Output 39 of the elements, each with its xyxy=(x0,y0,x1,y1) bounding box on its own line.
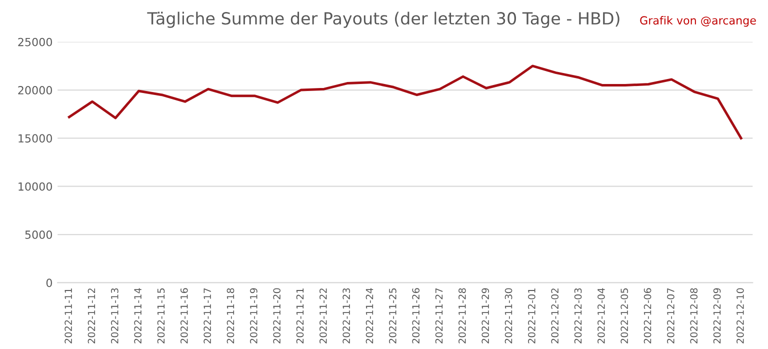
line-series xyxy=(68,64,742,140)
x-tick-label: 2022-12-01 xyxy=(528,288,536,344)
x-tick-label: 2022-11-11 xyxy=(64,288,72,344)
x-tick-label: 2022-11-14 xyxy=(134,288,142,344)
x-tick-label: 2022-11-27 xyxy=(435,288,443,344)
x-tick-label: 2022-11-29 xyxy=(482,288,490,344)
x-tick-label: 2022-11-13 xyxy=(110,288,118,344)
x-tick-label: 2022-12-05 xyxy=(620,288,628,344)
x-tick-label: 2022-12-03 xyxy=(574,288,582,344)
x-tick-label: 2022-12-07 xyxy=(667,288,674,344)
x-tick-label: 2022-11-24 xyxy=(366,288,374,344)
x-tick-label: 2022-11-12 xyxy=(88,288,96,344)
x-tick-label: 2022-12-02 xyxy=(551,288,559,344)
x-tick-label: 2022-11-17 xyxy=(204,288,212,344)
y-tick-label: 15000 xyxy=(18,134,52,143)
x-tick-label: 2022-11-23 xyxy=(342,288,350,344)
y-tick-label: 20000 xyxy=(18,86,52,94)
x-tick-label: 2022-12-10 xyxy=(736,288,744,344)
x-tick-label: 2022-11-18 xyxy=(226,288,234,344)
y-tick-label: 25000 xyxy=(18,38,52,46)
y-tick-label: 0 xyxy=(46,278,52,288)
x-tick-label: 2022-11-25 xyxy=(389,288,396,344)
x-tick-label: 2022-11-26 xyxy=(412,288,420,344)
y-tick-label: 5000 xyxy=(25,230,52,239)
x-tick-label: 2022-12-09 xyxy=(713,288,721,344)
chart-title: Tägliche Summe der Payouts (der letzten 30 Tage - HBD) xyxy=(147,12,620,28)
x-tick-label: 2022-11-21 xyxy=(296,288,304,344)
x-tick-label: 2022-12-04 xyxy=(598,288,605,344)
x-tick-label: 2022-11-19 xyxy=(250,288,258,344)
text: Grafik von @arcange xyxy=(640,16,756,27)
x-tick-label: 2022-11-15 xyxy=(157,288,165,344)
x-tick-label: 2022-11-28 xyxy=(458,288,466,344)
x-tick-label: 2022-11-16 xyxy=(180,288,188,344)
y-tick-label: 10000 xyxy=(18,182,52,191)
x-tick-label: 2022-11-20 xyxy=(273,288,281,344)
x-tick-label: 2022-11-22 xyxy=(320,288,327,344)
x-tick-label: 2022-12-06 xyxy=(644,288,652,344)
x-tick-label: 2022-12-08 xyxy=(690,288,698,344)
x-tick-label: 2022-11-30 xyxy=(504,288,512,344)
